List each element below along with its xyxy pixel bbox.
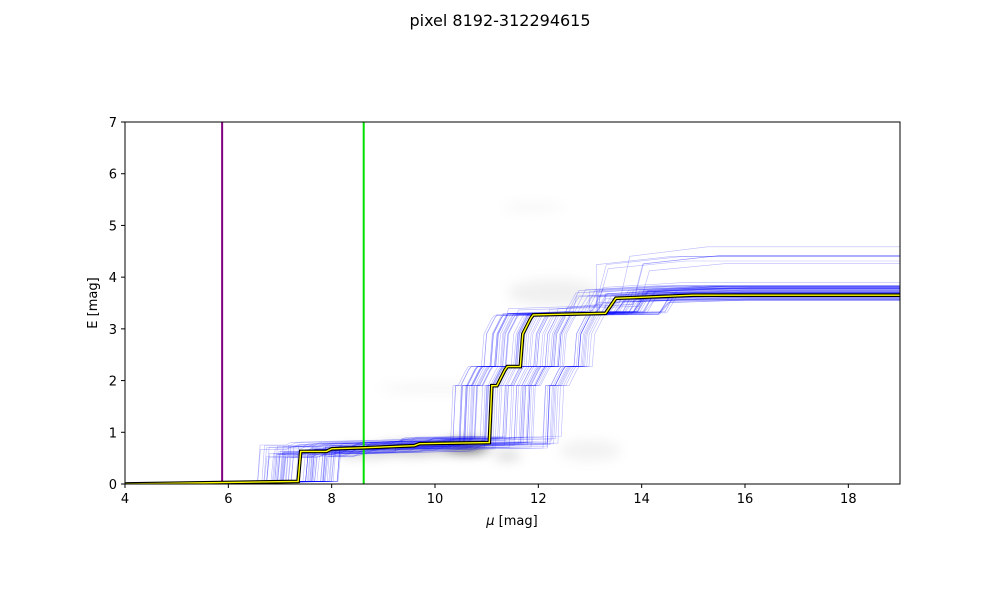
sample-line-15 [125,282,900,484]
sample-line-42 [125,287,900,484]
density-blob-4 [378,385,503,392]
x-axis-ticks: 4 6 8 10 12 14 16 18 [121,484,857,507]
y-tick-label-4: 4 [109,271,117,286]
sample-line-56 [125,292,900,484]
density-blob-7 [559,440,621,461]
sample-line-21 [125,288,900,484]
sample-line-69 [125,246,900,484]
x-tick-label-10: 10 [427,492,444,507]
sample-line-40 [125,290,900,484]
x-axis-label: μ [mag] [485,514,537,529]
x-tick-label-8: 8 [328,492,336,507]
sample-line-66 [125,285,900,484]
y-tick-label-1: 1 [109,426,117,441]
density-blob-6 [502,204,565,211]
sample-line-63 [125,285,900,484]
y-axis-ticks: 0 1 2 3 4 5 6 7 [109,116,125,493]
y-tick-label-3: 3 [109,323,117,338]
sample-line-16 [125,290,900,484]
x-tick-label-16: 16 [737,492,754,507]
sample-line-53 [125,287,900,484]
sample-line-67 [125,294,900,484]
sample-line-31 [125,295,900,484]
sample-line-60 [125,255,900,484]
sample-line-43 [125,297,900,484]
sample-line-10 [125,255,900,484]
best-fit-line [125,293,900,484]
y-tick-label-0: 0 [109,478,117,493]
plot-area [124,121,901,485]
x-tick-label-18: 18 [840,492,857,507]
x-tick-label-14: 14 [633,492,650,507]
sample-line-24 [125,291,900,484]
y-axis-label: E [mag] [86,277,101,328]
chart-title: pixel 8192-312294615 [409,11,590,30]
x-tick-label-6: 6 [224,492,232,507]
y-tick-label-6: 6 [109,168,117,183]
sample-line-54 [125,286,900,484]
sample-line-28 [125,298,900,484]
x-axis-label-unit: [mag] [495,514,538,529]
sample-line-41 [125,285,900,484]
density-heatmap [336,204,621,461]
density-blob-2 [336,448,389,456]
y-tick-label-2: 2 [109,375,117,390]
y-tick-label-7: 7 [109,116,117,131]
x-tick-label-12: 12 [530,492,547,507]
density-blob-3 [494,452,521,459]
sample-line-58 [125,263,900,484]
x-tick-label-4: 4 [121,492,129,507]
y-tick-label-5: 5 [109,219,117,234]
sample-line-52 [125,260,900,484]
best-fit-core [125,294,900,484]
sample-line-61 [125,285,900,484]
vertical-lines [221,122,365,484]
sample-line-59 [125,297,900,484]
sample-line-6 [125,292,900,484]
plot-frame [124,121,901,485]
density-blob-5 [507,279,601,306]
x-axis-label-symbol: μ [485,514,494,529]
